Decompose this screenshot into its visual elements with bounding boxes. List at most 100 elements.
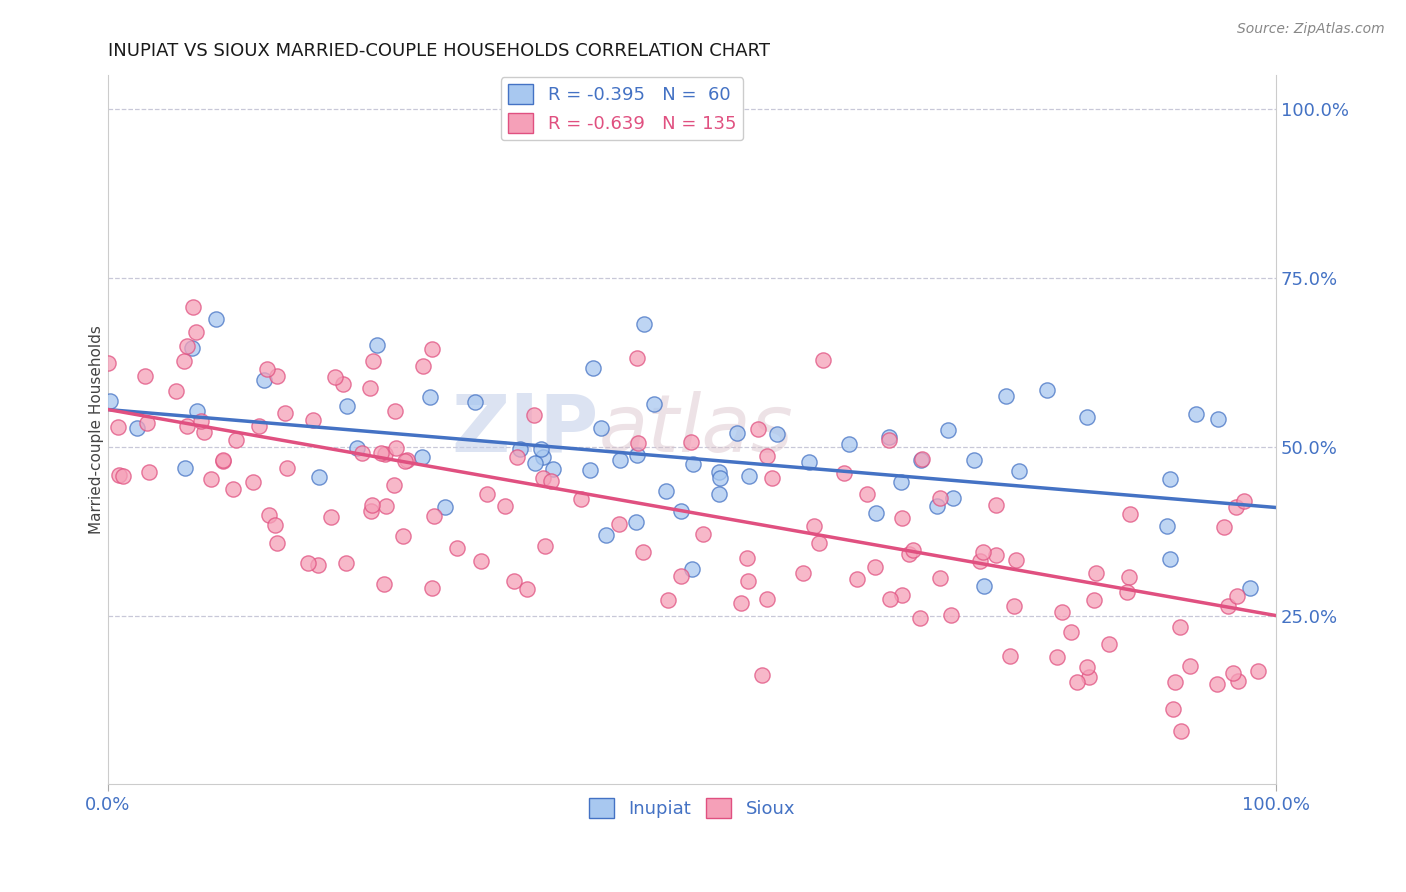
Point	[669, 568, 692, 582]
Point	[1076, 660, 1098, 674]
Point	[276, 461, 298, 475]
Point	[533, 471, 555, 485]
Point	[1178, 659, 1201, 673]
Point	[540, 474, 562, 488]
Point	[755, 592, 778, 607]
Point	[531, 450, 554, 465]
Point	[607, 517, 630, 532]
Point	[308, 470, 330, 484]
Point	[464, 394, 486, 409]
Point	[1168, 620, 1191, 634]
Point	[361, 498, 384, 512]
Point	[257, 508, 280, 522]
Point	[679, 434, 702, 449]
Point	[595, 528, 617, 542]
Point	[385, 441, 408, 455]
Point	[1163, 701, 1185, 715]
Point	[737, 574, 759, 588]
Point	[222, 483, 245, 497]
Point	[412, 359, 434, 373]
Point	[1163, 675, 1185, 690]
Point	[108, 467, 131, 482]
Point	[879, 591, 901, 606]
Point	[503, 574, 526, 589]
Point	[1005, 553, 1028, 567]
Point	[709, 470, 731, 484]
Point	[1226, 674, 1249, 689]
Point	[523, 409, 546, 423]
Point	[725, 426, 748, 441]
Point	[1247, 664, 1270, 678]
Point	[125, 421, 148, 435]
Y-axis label: Married-couple Households: Married-couple Households	[90, 326, 104, 534]
Point	[832, 466, 855, 480]
Point	[799, 455, 821, 469]
Point	[657, 593, 679, 607]
Point	[591, 421, 613, 435]
Point	[898, 547, 921, 561]
Point	[297, 556, 319, 570]
Point	[225, 434, 247, 448]
Point	[165, 384, 187, 398]
Point	[360, 504, 382, 518]
Point	[891, 511, 914, 525]
Point	[200, 473, 222, 487]
Point	[709, 465, 731, 479]
Point	[962, 453, 984, 467]
Point	[890, 475, 912, 489]
Point	[936, 423, 959, 437]
Point	[411, 450, 433, 465]
Point	[1116, 585, 1139, 599]
Point	[654, 483, 676, 498]
Point	[302, 412, 325, 426]
Point	[332, 376, 354, 391]
Text: INUPIAT VS SIOUX MARRIED-COUPLE HOUSEHOLDS CORRELATION CHART: INUPIAT VS SIOUX MARRIED-COUPLE HOUSEHOL…	[108, 42, 770, 60]
Point	[1035, 383, 1057, 397]
Legend: Inupiat, Sioux: Inupiat, Sioux	[582, 790, 803, 825]
Point	[1156, 518, 1178, 533]
Point	[366, 338, 388, 352]
Point	[190, 414, 212, 428]
Point	[1225, 500, 1247, 514]
Point	[1118, 507, 1140, 521]
Point	[1159, 472, 1181, 486]
Point	[609, 453, 631, 467]
Point	[669, 504, 692, 518]
Point	[1233, 494, 1256, 508]
Point	[307, 558, 329, 572]
Point	[420, 342, 443, 356]
Point	[1060, 624, 1083, 639]
Point	[792, 566, 814, 581]
Point	[446, 541, 468, 555]
Point	[910, 611, 932, 625]
Point	[994, 389, 1017, 403]
Point	[336, 399, 359, 413]
Point	[423, 508, 446, 523]
Point	[856, 487, 879, 501]
Point	[433, 500, 456, 514]
Point	[942, 491, 965, 506]
Point	[181, 341, 204, 355]
Point	[941, 608, 963, 623]
Point	[382, 477, 405, 491]
Point	[252, 373, 274, 387]
Point	[928, 572, 950, 586]
Point	[186, 404, 208, 418]
Point	[803, 519, 825, 533]
Point	[707, 487, 730, 501]
Point	[1002, 599, 1025, 613]
Point	[581, 360, 603, 375]
Point	[392, 529, 415, 543]
Point	[370, 446, 392, 460]
Point	[1008, 464, 1031, 478]
Point	[865, 506, 887, 520]
Point	[972, 545, 994, 559]
Point	[98, 393, 121, 408]
Point	[1213, 520, 1236, 534]
Point	[928, 491, 950, 506]
Point	[571, 491, 593, 506]
Point	[266, 368, 288, 383]
Point	[1226, 590, 1249, 604]
Point	[879, 430, 901, 444]
Point	[765, 426, 787, 441]
